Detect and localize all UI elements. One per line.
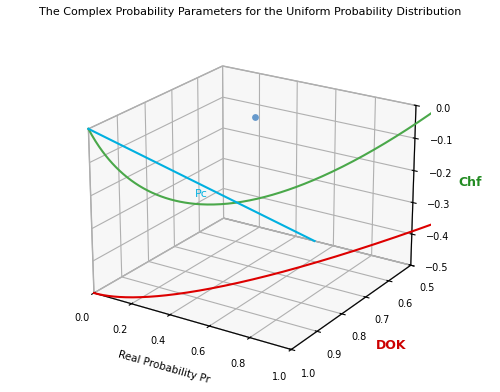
Y-axis label: DOK: DOK [376, 339, 406, 352]
Title: The Complex Probability Parameters for the Uniform Probability Distribution: The Complex Probability Parameters for t… [39, 7, 461, 17]
X-axis label: Real Probability Pr: Real Probability Pr [118, 349, 212, 385]
